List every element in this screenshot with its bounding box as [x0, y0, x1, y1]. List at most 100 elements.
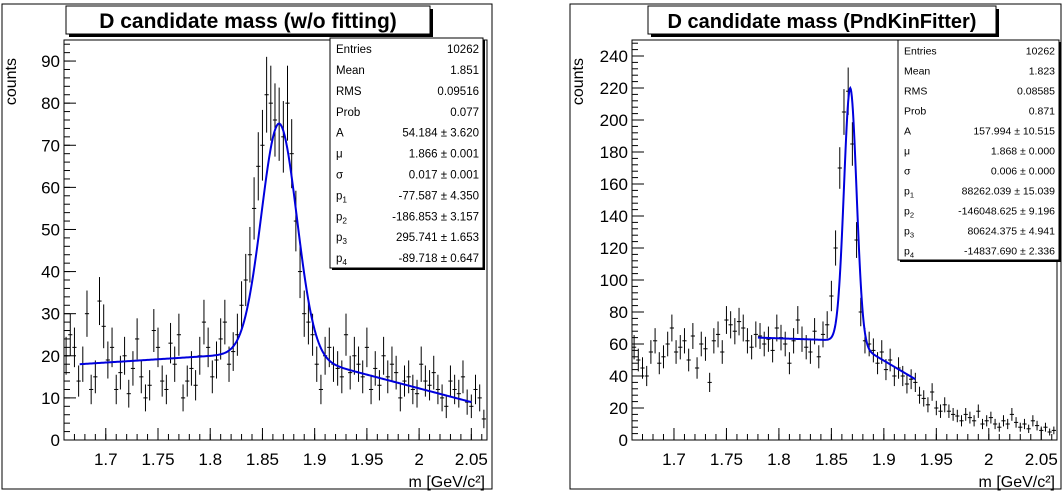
- data-point: [909, 369, 914, 390]
- data-point: [632, 335, 637, 360]
- data-point: [959, 415, 964, 427]
- data-point: [963, 408, 968, 421]
- data-point: [256, 132, 261, 201]
- data-point: [1047, 428, 1052, 436]
- title-box: [65, 5, 431, 35]
- data-point: [1043, 422, 1048, 432]
- data-point: [101, 304, 106, 349]
- stats-label: Mean: [904, 65, 930, 77]
- x-tick-label: 1.7: [662, 450, 686, 469]
- stats-value: 54.184 ± 3.620: [402, 128, 479, 140]
- data-point: [1030, 415, 1035, 427]
- stats-label: p2: [904, 205, 914, 219]
- stats-label-text: A: [904, 125, 911, 137]
- stats-label: p1: [904, 185, 914, 199]
- y-tick-label: 0: [51, 431, 60, 450]
- fit-curve: [79, 122, 472, 404]
- y-tick-label: 220: [600, 79, 628, 98]
- data-point: [795, 306, 800, 334]
- stats-value: -89.718 ± 0.647: [399, 253, 479, 265]
- data-point: [302, 290, 307, 337]
- data-point: [732, 318, 737, 345]
- stats-label-text: p: [336, 253, 342, 265]
- stats-value: -186.853 ± 3.157: [392, 211, 479, 223]
- stats-label-text: Prob: [336, 107, 360, 119]
- stats-box: [329, 37, 484, 269]
- data-point: [419, 346, 424, 382]
- data-point: [682, 328, 687, 354]
- data-point: [381, 336, 386, 375]
- stats-value: 1.866 ± 0.001: [409, 149, 479, 161]
- stats-label: μ: [904, 145, 910, 157]
- data-point: [68, 313, 73, 356]
- data-point: [825, 311, 830, 339]
- data-point: [686, 348, 691, 372]
- data-point: [201, 299, 207, 345]
- data-point: [992, 418, 998, 430]
- stats-label-text: p: [904, 185, 910, 197]
- stats-label-text: μ: [336, 149, 343, 161]
- data-point: [389, 346, 395, 382]
- stats-label: p3: [336, 232, 347, 246]
- x-tick-label: 1.9: [303, 450, 327, 469]
- data-point: [260, 109, 265, 181]
- stats-label-subscript: 3: [910, 230, 914, 239]
- data-point: [1018, 422, 1023, 432]
- data-point: [297, 245, 303, 299]
- x-tick-label: 1.95: [920, 450, 953, 469]
- data-point: [787, 352, 792, 375]
- y-tick-label: 20: [609, 399, 628, 418]
- chart-panel-1: 0 10 20 30 40 50 60 70 80 90 1.7 1.75 1.8 1.85 1.9 1.95…: [1, 3, 493, 491]
- data-point: [728, 311, 733, 339]
- data-point: [239, 281, 244, 330]
- data-point: [921, 390, 926, 407]
- y-tick-label: 80: [41, 94, 60, 113]
- stats-value: 1.823: [1029, 65, 1055, 77]
- y-tick-label: 70: [41, 136, 60, 155]
- data-point: [636, 348, 641, 372]
- data-point: [967, 411, 972, 424]
- stats-label: σ: [904, 165, 911, 177]
- data-point: [226, 346, 232, 382]
- stats-value: 0.871: [1029, 105, 1055, 117]
- data-point: [720, 340, 725, 364]
- stats-value: 0.017 ± 0.001: [409, 170, 479, 182]
- data-point: [398, 384, 403, 412]
- data-point: [385, 360, 390, 394]
- data-point: [749, 335, 754, 360]
- chart-title: D candidate mass (PndKinFitter): [668, 11, 977, 33]
- stats-label: A: [336, 128, 344, 140]
- data-point: [176, 313, 181, 356]
- data-point: [364, 327, 369, 368]
- stats-label-text: p: [336, 211, 342, 223]
- y-tick-label: 10: [41, 389, 60, 408]
- data-point: [1051, 426, 1056, 435]
- stats-label: Entries: [904, 45, 937, 57]
- data-point: [951, 408, 956, 421]
- y-axis-label: counts: [570, 58, 587, 105]
- stats-label: p4: [904, 245, 914, 259]
- fit-curve: [757, 85, 916, 381]
- y-tick-label: 0: [619, 431, 628, 450]
- x-tick-label: 2.05: [1025, 450, 1058, 469]
- data-point: [168, 322, 173, 364]
- data-point: [997, 422, 1002, 432]
- data-point: [222, 299, 227, 345]
- data-point: [218, 318, 223, 360]
- stats-value: 295.741 ± 1.653: [396, 232, 479, 244]
- data-point: [318, 374, 324, 405]
- y-tick-label: 60: [41, 178, 60, 197]
- data-point: [172, 346, 177, 382]
- x-tick-label: 2: [414, 450, 423, 469]
- y-tick-label: 240: [600, 47, 628, 66]
- stats-label-subscript: 3: [342, 237, 347, 246]
- data-point: [917, 386, 922, 404]
- data-point: [460, 360, 466, 394]
- stats-label-text: Mean: [904, 65, 930, 77]
- data-point: [1026, 424, 1031, 433]
- data-point: [264, 56, 269, 133]
- data-point: [753, 321, 758, 348]
- data-point: [774, 314, 779, 342]
- x-axis-label: m [GeV/c²]: [979, 474, 1055, 491]
